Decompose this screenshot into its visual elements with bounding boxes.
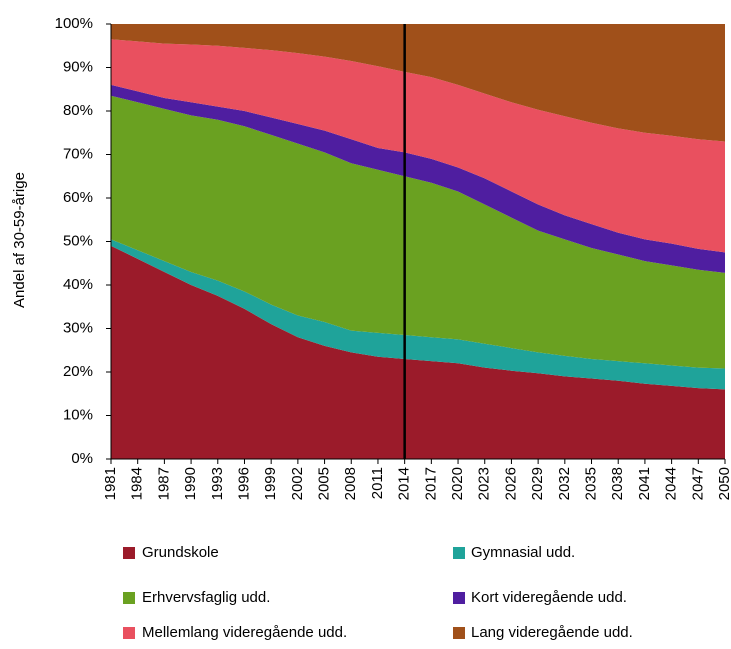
legend-swatch [453,592,465,604]
area [111,84,725,273]
area [111,245,725,459]
x-tick-label: 2020 [449,467,466,500]
legend-swatch [123,547,135,559]
x-tick-label: 2047 [689,467,706,500]
x-tick-label: 2026 [502,467,519,500]
x-tick-label: 2008 [342,467,359,500]
y-tick-label: 20% [63,363,93,380]
x-tick-label: 1990 [182,467,199,500]
area [111,24,725,142]
x-tick-label: 1993 [209,467,226,500]
x-tick-label: 2005 [316,467,333,500]
legend-label: Mellemlang videregående udd. [142,624,347,641]
legend-label: Kort videregående udd. [471,589,627,606]
x-tick-label: 2044 [663,467,680,500]
y-tick-label: 80% [63,102,93,119]
area [111,39,725,253]
y-tick-label: 10% [63,406,93,423]
x-tick-label: 2023 [476,467,493,500]
legend-swatch [123,592,135,604]
y-tick-label: 100% [55,15,93,32]
x-tick-label: 2035 [582,467,599,500]
legend-label: Gymnasial udd. [471,544,575,561]
x-tick-label: 2029 [529,467,546,500]
legend-label: Lang videregående udd. [471,624,633,641]
y-tick-label: 40% [63,276,93,293]
y-tick-label: 50% [63,232,93,249]
x-tick-label: 2014 [396,467,413,500]
x-tick-label: 2017 [422,467,439,500]
y-tick-label: 30% [63,319,93,336]
legend-label: Erhvervsfaglig udd. [142,589,270,606]
y-tick-label: 60% [63,189,93,206]
x-tick-label: 2038 [609,467,626,500]
y-tick-label: 90% [63,58,93,75]
x-tick-label: 2050 [716,467,731,500]
x-tick-label: 2002 [289,467,306,500]
x-tick-label: 1981 [102,467,119,500]
x-tick-label: 2032 [556,467,573,500]
area [111,239,725,390]
y-tick-label: 0% [71,450,93,467]
legend-swatch [123,627,135,639]
x-tick-label: 2011 [369,467,386,499]
x-tick-label: 1984 [129,467,146,500]
x-tick-label: 2041 [636,467,653,500]
legend-label: Grundskole [142,544,219,561]
x-tick-label: 1987 [155,467,172,500]
legend-swatch [453,547,465,559]
y-axis-label: Andel af 30-59-årige [11,172,28,308]
x-tick-label: 1996 [235,467,252,500]
x-tick-label: 1999 [262,467,279,500]
area [111,95,725,369]
y-tick-label: 70% [63,145,93,162]
legend-swatch [453,627,465,639]
